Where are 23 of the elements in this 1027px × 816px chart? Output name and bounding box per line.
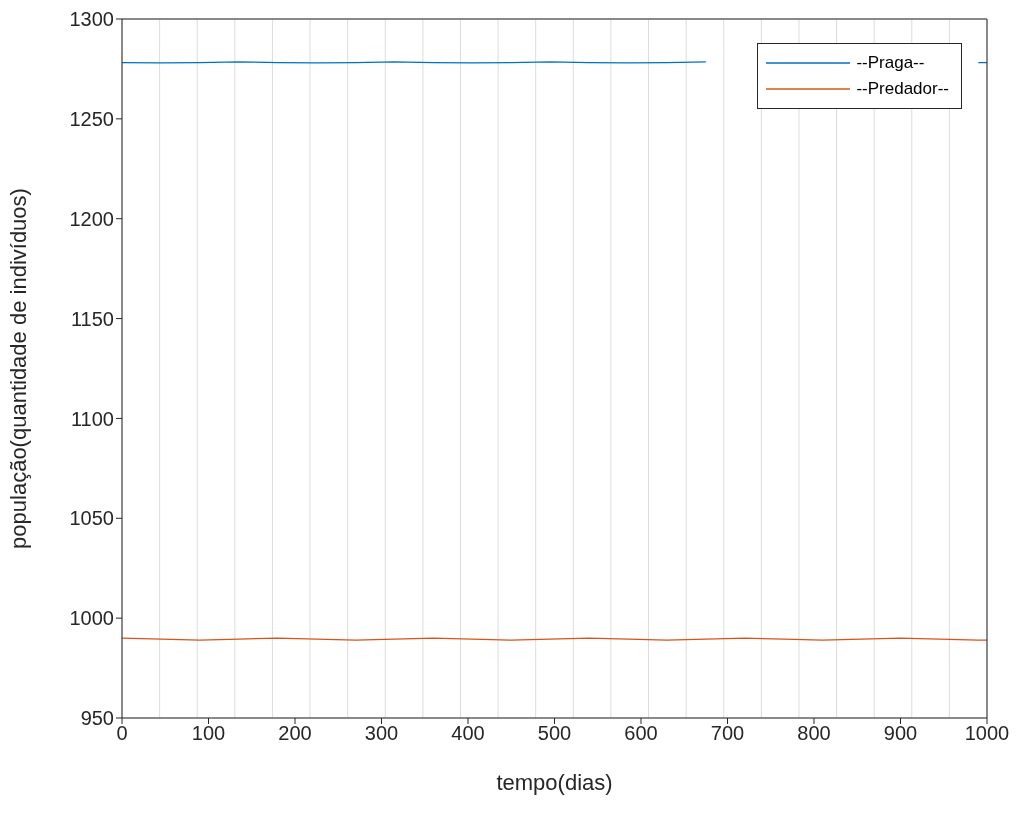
x-tick-label: 500	[537, 722, 572, 745]
y-tick-label: 950	[80, 707, 114, 730]
x-axis-title: tempo(dias)	[496, 770, 613, 795]
series-label: --Praga--	[856, 52, 925, 74]
y-tick-label: 1100	[70, 407, 114, 430]
legend-label: --Predador--	[856, 78, 949, 100]
x-tick-label: 700	[710, 722, 745, 745]
x-tick-label: 1000	[964, 722, 1010, 745]
y-tick-label: 1150	[70, 307, 114, 330]
x-tick-label: 200	[278, 722, 312, 745]
y-tick-label: 1050	[69, 507, 114, 530]
y-tick-label: 1300	[69, 8, 114, 31]
x-tick-label: 300	[364, 722, 399, 745]
x-tick-label: 400	[451, 722, 485, 745]
x-tick-label: 600	[624, 722, 658, 745]
y-tick-label: 1000	[69, 607, 114, 630]
x-tick-label: 0	[116, 722, 128, 745]
y-axis-title: população(quantidade de indivíduos)	[5, 188, 31, 549]
x-tick-label: 100	[191, 722, 226, 745]
x-tick-label: 800	[797, 722, 831, 745]
y-tick-label: 1250	[69, 107, 114, 130]
x-tick-label: 900	[883, 722, 918, 745]
y-tick-label: 1200	[69, 207, 114, 230]
